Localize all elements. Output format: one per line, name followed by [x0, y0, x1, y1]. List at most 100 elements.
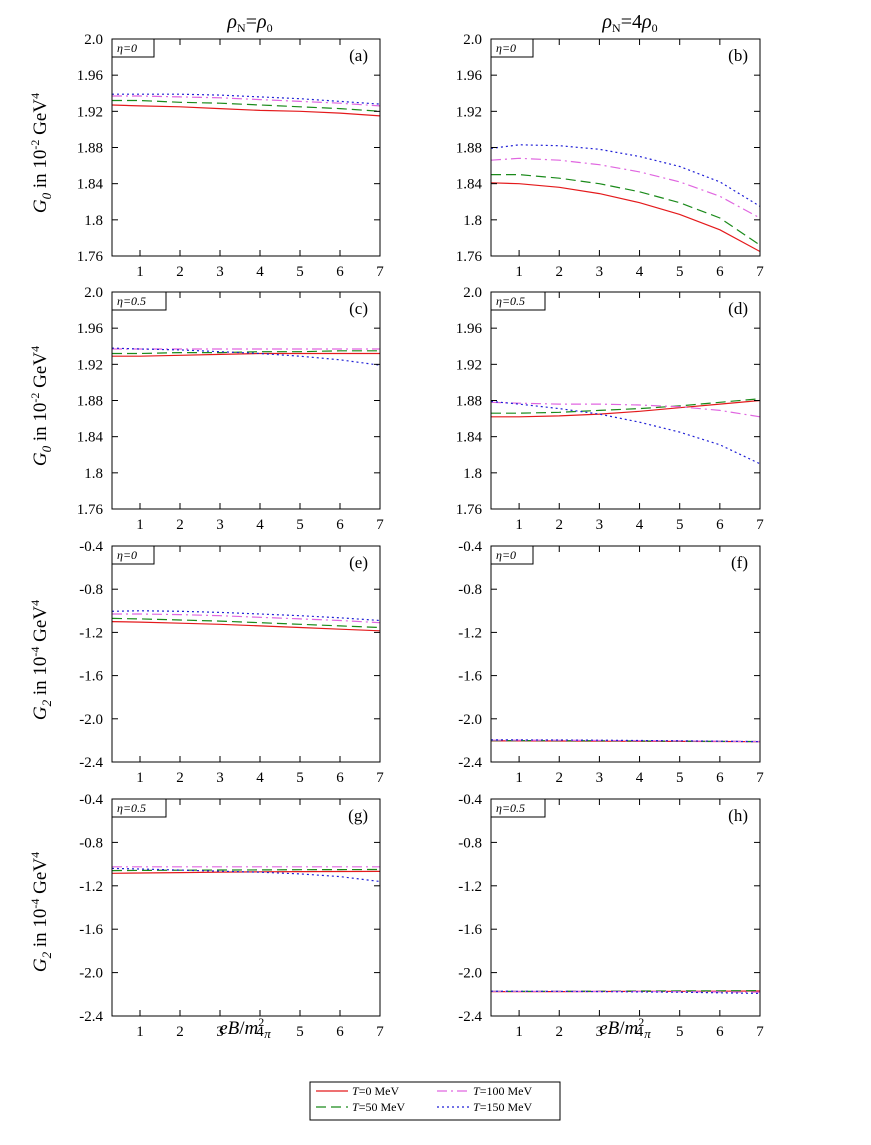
y-tick-label: 1.84: [456, 430, 483, 446]
x-tick-label: 6: [336, 1024, 344, 1040]
x-tick-label: 6: [716, 517, 724, 533]
legend-label: T=0 MeV: [352, 1084, 399, 1098]
xlabel-right: eB/m2π: [599, 1015, 651, 1041]
y-tick-label: 1.76: [456, 502, 483, 518]
x-tick-label: 2: [556, 517, 564, 533]
x-tick-label: 4: [636, 770, 644, 786]
series-line-t100: [112, 95, 380, 107]
xlabel-left: eB/m2π: [219, 1015, 271, 1041]
eta-label: η=0.5: [496, 801, 525, 815]
y-tick-label: -2.4: [458, 755, 482, 771]
x-tick-label: 1: [515, 264, 523, 280]
panel-h: 1 2 3 4 5 6 7 -2.4 -2.0 -1.6 -1.2 -0.8 -0.4 η=0.5 (h): [458, 792, 764, 1040]
x-tick-label: 6: [716, 264, 724, 280]
x-tick-label: 5: [676, 517, 684, 533]
x-tick-label: 7: [376, 264, 384, 280]
legend-item-t150: T=150 MeV: [437, 1100, 532, 1114]
x-tick-label: 4: [636, 517, 644, 533]
eta-label: η=0: [496, 548, 516, 562]
y-tick-label: 1.88: [77, 141, 103, 157]
x-tick-label: 6: [716, 770, 724, 786]
x-tick-label: 3: [216, 770, 224, 786]
plot-frame: [111, 798, 381, 1017]
panel-f: 1 2 3 4 5 6 7 -2.4 -2.0 -1.6 -1.2 -0.8 -0.4 η=0 (f): [458, 539, 764, 786]
svg-text:G2 in 10-4 GeV4: G2 in 10-4 GeV4: [28, 600, 54, 720]
x-tick-label: 6: [716, 1024, 724, 1040]
series-line-t150: [491, 144, 760, 207]
panel-e: 1 2 3 4 5 6 7 -2.4 -2.0 -1.6 -1.2 -0.8 -0.4 η=0 (e): [79, 539, 384, 786]
ylabel-row-g: G2 in 10-4 GeV4: [28, 852, 54, 972]
x-tick-label: 7: [376, 1024, 384, 1040]
eta-box: [111, 291, 167, 311]
y-tick-label: 1.92: [77, 104, 103, 120]
series-line-t100: [491, 157, 760, 219]
ylabel-row-e: G2 in 10-4 GeV4: [28, 600, 54, 720]
panel-b: 1 2 3 4 5 6 7 1.76 1.8 1.84 1.88 1.92 1.96 2.0 η=0 (b): [456, 32, 765, 280]
series-line-t50: [491, 174, 760, 246]
x-tick-label: 3: [216, 264, 224, 280]
y-tick-label: 1.88: [456, 394, 482, 410]
y-tick-label: -1.2: [458, 625, 482, 641]
y-tick-label: 1.84: [77, 177, 104, 193]
x-tick-label: 2: [176, 1024, 184, 1040]
panel-label: (h): [728, 806, 748, 825]
legend-label: T=100 MeV: [473, 1084, 532, 1098]
ylabel-row-c: G0 in 10-2 GeV4: [28, 346, 54, 466]
x-tick-label: 5: [296, 264, 304, 280]
y-tick-label: -1.6: [458, 669, 482, 685]
series-line-t0: [112, 104, 380, 117]
legend-box: [309, 1081, 561, 1121]
y-tick-label: -2.4: [79, 1009, 103, 1025]
y-tick-label: -0.8: [458, 835, 482, 851]
series-line-t100: [491, 990, 760, 993]
x-tick-label: 3: [596, 517, 604, 533]
y-tick-label: 1.8: [84, 466, 103, 482]
eta-box: [490, 291, 546, 311]
eta-box: [111, 38, 155, 58]
svg-text:G0 in 10-2 GeV4: G0 in 10-2 GeV4: [28, 346, 54, 466]
x-tick-label: 6: [336, 517, 344, 533]
panel-label: (c): [349, 299, 368, 318]
y-tick-label: 1.92: [456, 357, 482, 373]
x-tick-label: 7: [756, 264, 764, 280]
panel-label: (d): [728, 299, 748, 318]
series-line-t0: [491, 399, 760, 418]
eta-label: η=0: [117, 548, 137, 562]
y-tick-label: 1.8: [84, 213, 103, 229]
panel-label: (g): [348, 806, 368, 825]
y-tick-label: 1.88: [77, 394, 103, 410]
column-title-left: ρN=ρ0: [226, 11, 272, 35]
panel-label: (f): [731, 553, 748, 572]
y-tick-label: -2.0: [458, 712, 482, 728]
y-tick-label: 2.0: [463, 32, 482, 48]
panel-label: (b): [728, 46, 748, 65]
eta-label: η=0: [117, 41, 137, 55]
panel-a: 1 2 3 4 5 6 7 1.76 1.8 1.84 1.88 1.92 1.96 2.0 η=0 (a): [77, 32, 385, 280]
panel-c: 1 2 3 4 5 6 7 1.76 1.8 1.84 1.88 1.92 1.96 2.0 η=0.5 (c…: [77, 285, 385, 533]
panel-label: (a): [349, 46, 368, 65]
legend-item-t50: T=50 MeV: [316, 1100, 405, 1114]
x-tick-label: 1: [515, 1024, 523, 1040]
series-line-t100: [112, 613, 380, 624]
series-line-t150: [112, 93, 380, 105]
y-tick-label: -1.2: [79, 879, 103, 895]
panel-label: (e): [349, 553, 368, 572]
x-tick-label: 5: [676, 770, 684, 786]
plot-frame: [490, 291, 761, 510]
plot-frame: [111, 38, 381, 257]
x-tick-label: 3: [216, 517, 224, 533]
legend-label: T=150 MeV: [473, 1100, 532, 1114]
panels: 1 2 3 4 5 6 71.761.81.841.881.921.962.0 η=0 (a)1…: [77, 32, 765, 1040]
x-tick-label: 1: [515, 517, 523, 533]
x-tick-label: 7: [376, 517, 384, 533]
y-tick-label: 2.0: [84, 285, 103, 301]
series-line-t0: [112, 870, 380, 874]
y-tick-label: -2.4: [79, 755, 103, 771]
y-tick-label: -0.8: [458, 582, 482, 598]
y-tick-label: 1.92: [77, 357, 103, 373]
eta-label: η=0.5: [117, 294, 146, 308]
eta-box: [111, 798, 167, 818]
x-tick-label: 5: [296, 770, 304, 786]
x-tick-label: 6: [336, 264, 344, 280]
